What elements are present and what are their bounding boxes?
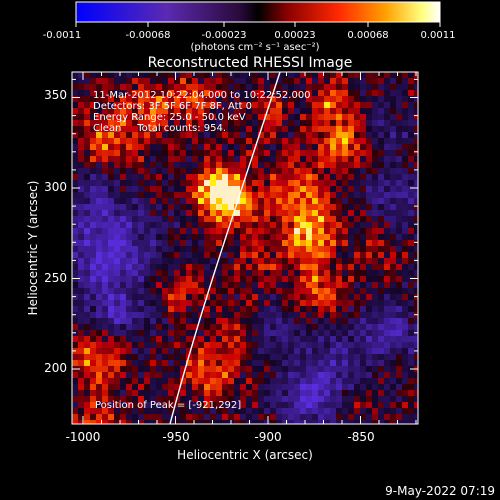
y-tick-label-2: 300	[44, 180, 67, 194]
date-stamp: 9-May-2022 07:19	[385, 484, 495, 498]
colorbar-tick-label-5: 0.0011	[421, 30, 456, 41]
colorbar-tick-label-3: 0.00023	[274, 30, 315, 41]
colorbar-tick-label-0: -0.0011	[43, 30, 82, 41]
y-tick-label-3: 350	[44, 88, 67, 102]
colorbar-tick-label-1: -0.00068	[126, 30, 171, 41]
y-tick-label-1: 250	[44, 271, 67, 285]
annotation-energy-range: Energy Range: 25.0 - 50.0 keV	[93, 112, 246, 123]
peak-position-text: Position of Peak = [-921,292]	[95, 400, 241, 411]
annotation-detectors: Detectors: 3F 5F 6F 7F 8F, Att 0	[93, 101, 252, 112]
y-axis-title: Heliocentric Y (arcsec)	[26, 181, 40, 316]
x-tick-label-0: -1000	[66, 430, 101, 444]
colorbar-unit-label: (photons cm⁻² s⁻¹ asec⁻²)	[190, 42, 319, 53]
colorbar-tick-label-2: -0.00023	[202, 30, 247, 41]
x-tick-label-3: -850	[347, 430, 374, 444]
x-tick-label-1: -950	[162, 430, 189, 444]
image-title: Reconstructed RHESSI Image	[148, 55, 353, 71]
axis-ticks	[72, 72, 418, 424]
annotation-time-range: 11-Mar-2012 10:22:04.000 to 10:22:52.000	[93, 90, 311, 101]
y-tick-label-0: 200	[44, 361, 67, 375]
image-plot: 11-Mar-2012 10:22:04.000 to 10:22:52.000…	[71, 71, 419, 425]
colorbar-tick-label-4: 0.00068	[347, 30, 388, 41]
annotation-counts: Clean Total counts: 954.	[93, 123, 226, 134]
plot-frame	[71, 71, 419, 425]
colorbar: -0.0011 -0.00068 -0.00023 0.00023 0.0006…	[43, 1, 456, 53]
x-tick-label-2: -900	[254, 430, 281, 444]
x-axis-title: Heliocentric X (arcsec)	[177, 448, 313, 462]
solar-limb-curve	[169, 72, 281, 424]
heatmap-pixels	[72, 72, 418, 424]
colorbar-gradient	[75, 1, 441, 23]
colorbar-ticks	[75, 22, 441, 27]
